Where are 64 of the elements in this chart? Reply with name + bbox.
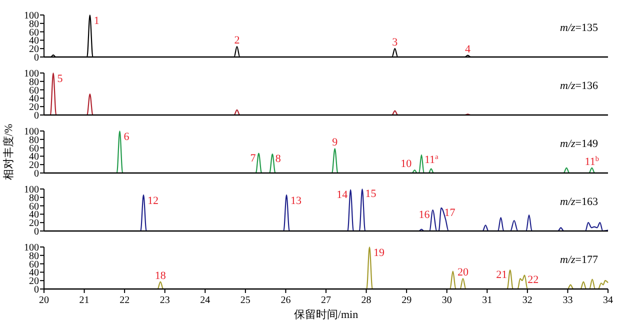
annotation: 20: [457, 266, 469, 278]
annotation: 2: [234, 34, 240, 46]
annotation: 5: [57, 73, 64, 85]
x-tick-label: 25: [240, 295, 250, 306]
annotation: 18: [154, 270, 166, 282]
annotation: 10: [400, 158, 412, 170]
text: m/z=135: [560, 22, 598, 34]
y-tick-label: 100: [24, 242, 39, 254]
x-tick-label: 33: [562, 295, 573, 306]
annotation: 7: [250, 152, 256, 164]
annotation: 17: [444, 206, 456, 219]
x-tick-label: 26: [280, 295, 291, 306]
y-tick-label: 20: [29, 102, 39, 114]
x-tick-label: 22: [120, 295, 130, 306]
annotation: 16: [418, 209, 430, 221]
y-tick-label: 100: [24, 126, 39, 138]
y-tick-label: 20: [29, 218, 39, 230]
annotation: 3: [392, 36, 398, 49]
annotation: 11$^{a}$: [424, 152, 440, 166]
annotation: 1: [94, 15, 100, 27]
y-tick-label: 0: [34, 168, 39, 180]
x-tick-label: 28: [361, 295, 372, 306]
y-tick-label: 0: [34, 52, 39, 64]
y-tick-label: 0: [34, 110, 39, 122]
annotation: 13: [290, 194, 302, 207]
x-tick-label: 21: [79, 295, 90, 306]
x-tick-label: 24: [200, 295, 210, 306]
x-tick-label: 23: [160, 295, 170, 306]
x-tick-label: 29: [402, 295, 412, 306]
y-tick-label: 100: [24, 68, 39, 80]
annotation: 4: [465, 43, 472, 56]
annotation: 11$^{b}$: [584, 154, 600, 168]
y-tick-label: 80: [29, 192, 39, 204]
y-tick-label: 20: [29, 276, 39, 288]
series-label: m/z=177: [560, 254, 598, 266]
y-axis-title: 相对丰度/%: [2, 124, 15, 180]
annotation: 14: [336, 188, 348, 201]
y-tick-label: 80: [29, 250, 39, 262]
annotation: 8: [275, 153, 282, 166]
annotation: 9: [332, 136, 338, 149]
x-tick-label: 31: [482, 295, 492, 306]
y-tick-label: 20: [29, 44, 39, 56]
annotation: 12: [148, 194, 159, 207]
annotation: 21: [496, 269, 508, 282]
y-tick-label: 80: [29, 76, 39, 88]
annotation: 15: [365, 188, 377, 200]
y-tick-label: 20: [29, 160, 39, 172]
x-tick-label: 32: [522, 295, 532, 306]
x-tick-label: 27: [321, 295, 331, 306]
x-tick-label: 34: [603, 295, 613, 306]
y-tick-label: 0: [34, 226, 39, 238]
series-label: m/z=163: [560, 196, 598, 208]
y-tick-label: 80: [29, 134, 39, 146]
x-axis-title: 保留时间/min: [294, 308, 359, 321]
series-label: m/z=149: [560, 138, 598, 150]
annotation: 6: [124, 131, 130, 143]
y-tick-label: 100: [24, 184, 39, 196]
text: m/z=136: [560, 80, 598, 92]
annotation: 19: [374, 247, 386, 259]
x-tick-label: 30: [442, 295, 452, 306]
y-tick-label: 100: [24, 10, 39, 22]
annotation: 22: [528, 274, 539, 286]
y-tick-label: 80: [29, 18, 39, 30]
y-tick-label: 0: [34, 284, 39, 296]
